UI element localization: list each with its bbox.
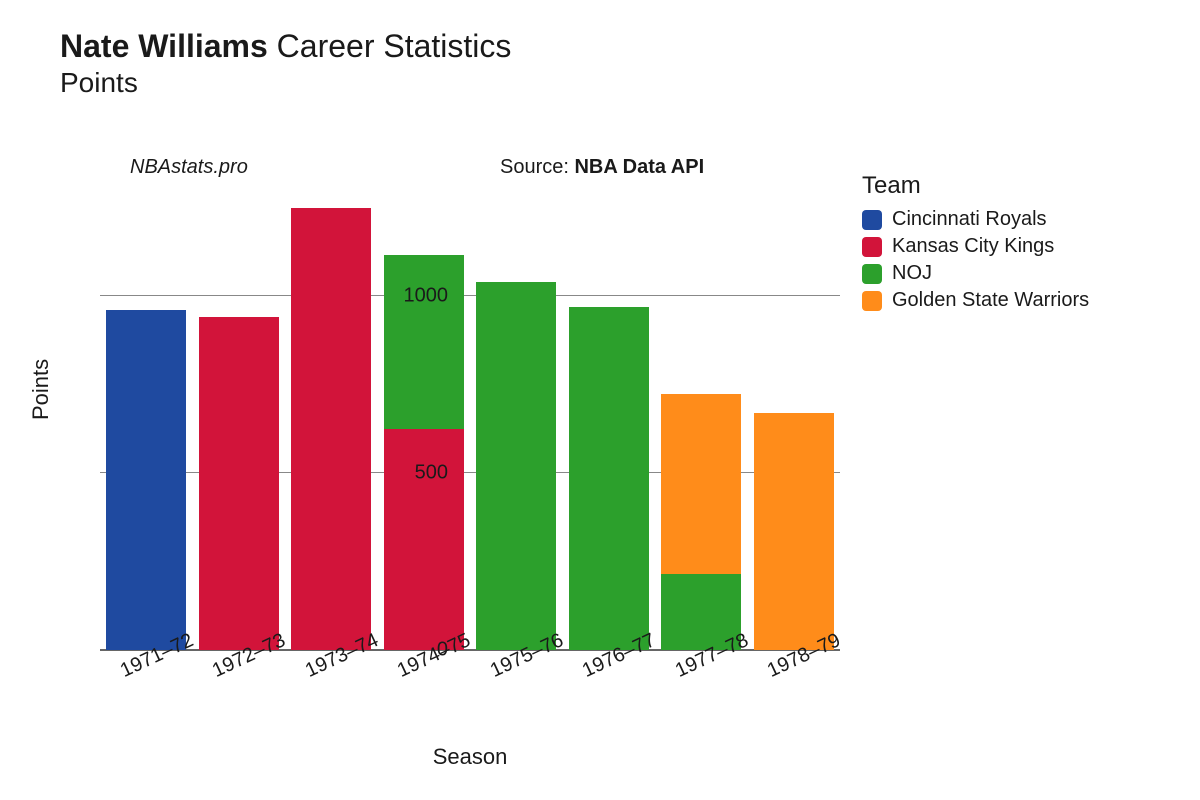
bar-segment xyxy=(384,254,464,429)
legend-label: Cincinnati Royals xyxy=(892,208,1047,231)
legend-swatch xyxy=(862,264,882,284)
player-name: Nate Williams xyxy=(60,28,268,64)
legend-item: NOJ xyxy=(862,262,1192,285)
source-name: NBA Data API xyxy=(574,156,704,178)
metric-title: Points xyxy=(60,67,511,99)
legend-swatch xyxy=(862,210,882,230)
source-label: Source: NBA Data API xyxy=(500,156,704,179)
bar-segment xyxy=(661,393,741,573)
plot-area xyxy=(100,190,840,650)
gridline xyxy=(100,295,840,296)
legend-item: Cincinnati Royals xyxy=(862,208,1192,231)
y-axis-title: Points xyxy=(28,359,54,420)
legend-swatch xyxy=(862,291,882,311)
bar-segment xyxy=(476,282,556,650)
bar-segment xyxy=(199,317,279,650)
bar-segment xyxy=(106,310,186,650)
legend-label: Kansas City Kings xyxy=(892,235,1054,258)
legend-label: NOJ xyxy=(892,262,932,285)
legend-item: Golden State Warriors xyxy=(862,289,1192,312)
y-tick-label: 1000 xyxy=(404,285,449,308)
legend-swatch xyxy=(862,237,882,257)
x-axis-title: Season xyxy=(100,744,840,770)
bar-segment xyxy=(569,307,649,650)
bar-segment xyxy=(754,413,834,650)
y-tick-label: 0 xyxy=(437,639,448,662)
source-prefix: Source: xyxy=(500,156,574,178)
bar-segment xyxy=(291,208,371,650)
y-tick-label: 500 xyxy=(415,462,448,485)
legend-label: Golden State Warriors xyxy=(892,289,1089,312)
legend-title: Team xyxy=(862,172,1192,200)
chart-title-block: Nate Williams Career Statistics Points xyxy=(60,28,511,99)
legend: Team Cincinnati Royals Kansas City Kings N… xyxy=(862,172,1192,316)
watermark: NBAstats.pro xyxy=(130,156,248,179)
title-suffix: Career Statistics xyxy=(277,28,512,64)
legend-item: Kansas City Kings xyxy=(862,235,1192,258)
